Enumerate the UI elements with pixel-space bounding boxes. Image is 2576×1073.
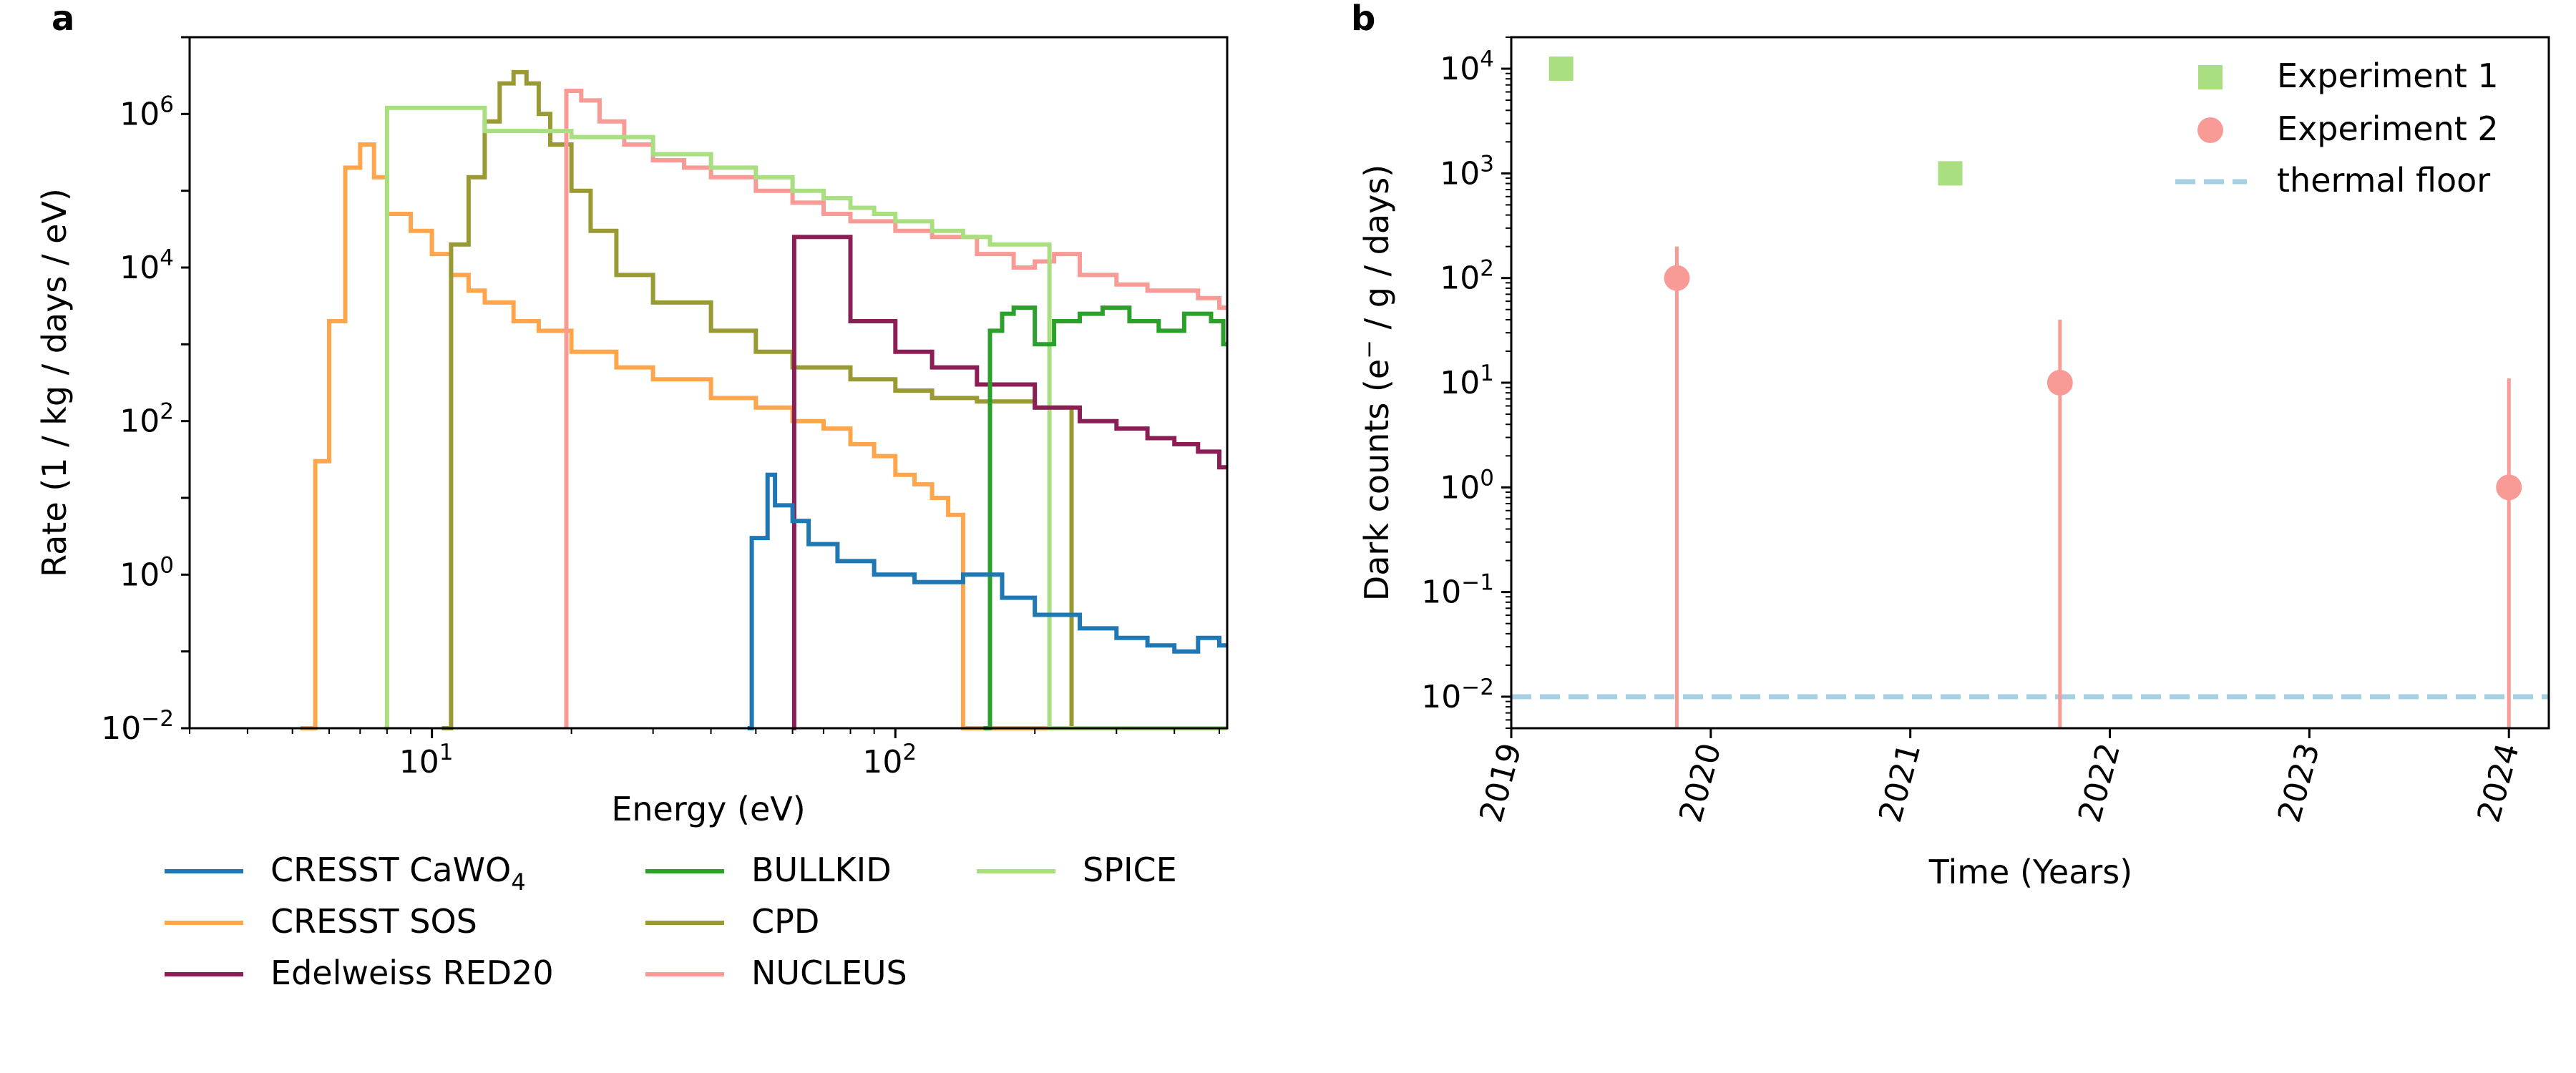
y-tick-label-exp: 4 — [1480, 46, 1494, 72]
panel-b-axis-ticks: 2019 2020 2021 2022 2023 202410−210−110010110… — [1421, 36, 2527, 826]
y-tick-label: 106 — [119, 92, 174, 132]
series-line-cresst-cawo4 — [747, 472, 1227, 730]
legend-label-main: Edelweiss RED20 — [270, 954, 554, 992]
x-tick-label: 2019 — [1473, 740, 1528, 826]
panel-a-plot-frame — [188, 36, 1229, 730]
y-tick-label: 102 — [1440, 256, 1494, 297]
experiment-2-marker — [2496, 474, 2522, 501]
panel-a-x-axis-label: Energy (eV) — [611, 790, 805, 828]
y-tick-label: 10−1 — [1421, 570, 1494, 611]
x-tick-label: 2021 — [1872, 740, 1928, 826]
y-tick-label-exp: −2 — [1461, 675, 1494, 700]
series-line-cresst-sos — [300, 142, 1227, 730]
x-tick-label-exp: 1 — [439, 740, 454, 765]
x-tick-label: 101 — [399, 740, 454, 780]
x-tick-label: 2023 — [2271, 740, 2327, 826]
panel-b-letter: b — [1351, 0, 1375, 39]
y-tick-label-exp: 0 — [1480, 465, 1494, 491]
experiment-1-marker — [1938, 161, 1963, 186]
y-tick-label: 100 — [119, 552, 174, 593]
legend-label-cresst-sos: CRESST SOS — [270, 902, 477, 941]
y-tick-label-exp: −2 — [141, 706, 174, 732]
y-tick-label-base: 10 — [1440, 469, 1480, 506]
legend-label-cresst-cawo4: CRESST CaWO4 — [270, 851, 526, 896]
legend-label-sub: 4 — [511, 868, 525, 896]
y-tick-label-exp: −1 — [1461, 570, 1494, 596]
y-tick-label: 10−2 — [1421, 675, 1494, 715]
series-line-cpd — [441, 69, 1227, 730]
y-label-sup: − — [1355, 340, 1382, 359]
panel-b-legend: Experiment 1 Experiment 2 thermal floor — [2175, 57, 2499, 200]
experiment-1-marker — [1548, 57, 1574, 82]
x-tick-label: 2024 — [2471, 740, 2527, 826]
x-tick-label-base: 10 — [862, 744, 902, 780]
y-tick-label: 100 — [1440, 465, 1494, 506]
y-tick-label-exp: 4 — [160, 245, 174, 271]
legend-label-main: BULLKID — [751, 851, 892, 889]
y-tick-label-exp: 0 — [160, 552, 174, 578]
legend-label-main: CRESST SOS — [270, 902, 477, 941]
legend-label-spice: SPICE — [1083, 851, 1177, 889]
legend-label-nucleus: NUCLEUS — [751, 954, 907, 992]
y-tick-label: 101 — [1440, 361, 1494, 401]
legend-swatch-experiment-1 — [2198, 65, 2223, 89]
panel-b-x-axis-label: Time (Years) — [1928, 853, 2132, 891]
panel-a-y-axis-label: Rate (1 / kg / days / eV) — [35, 188, 74, 577]
y-tick-label-base: 10 — [1440, 365, 1480, 401]
legend-label-main: CRESST CaWO — [270, 851, 511, 889]
y-tick-label-base: 10 — [101, 710, 141, 747]
y-tick-label-base: 10 — [119, 96, 160, 132]
y-tick-label-base: 10 — [1421, 679, 1461, 715]
y-tick-label-base: 10 — [119, 250, 160, 286]
y-tick-label-base: 10 — [1440, 51, 1480, 87]
series-lines — [300, 69, 1227, 730]
y-tick-label-exp: 2 — [160, 399, 174, 425]
x-tick-label-exp: 2 — [902, 740, 917, 765]
series-line-spice — [384, 105, 1227, 730]
legend-label-main: CPD — [751, 902, 819, 941]
legend-label-thermal-floor: thermal floor — [2277, 161, 2490, 200]
y-tick-label: 104 — [119, 245, 174, 286]
x-tick-label: 2022 — [2072, 740, 2127, 826]
experiment-markers — [1511, 57, 2549, 728]
y-tick-label: 10−2 — [101, 706, 174, 747]
series-line-bullkid — [983, 305, 1227, 730]
y-tick-label: 104 — [1440, 46, 1494, 87]
y-tick-label-exp: 6 — [160, 92, 174, 117]
y-tick-label-base: 10 — [1421, 574, 1461, 611]
panel-a-legend: CRESST CaWO4 CRESST SOS Edelweiss RED20 BUL… — [165, 851, 1177, 992]
y-tick-label: 102 — [119, 399, 174, 440]
legend-label-main: SPICE — [1083, 851, 1177, 889]
legend-label-experiment-1: Experiment 1 — [2277, 57, 2499, 95]
legend-label-edelweiss-red20: Edelweiss RED20 — [270, 954, 554, 992]
y-tick-label-base: 10 — [1440, 155, 1480, 192]
series-line-nucleus — [564, 89, 1227, 728]
y-tick-label-exp: 1 — [1480, 361, 1494, 386]
series-line-edelweiss-red20 — [791, 235, 1227, 730]
legend-label-main: NUCLEUS — [751, 954, 907, 992]
experiment-2-marker — [1664, 265, 1690, 291]
y-label-main: Dark counts (e — [1357, 359, 1396, 601]
y-tick-label-base: 10 — [1440, 260, 1480, 297]
x-tick-label: 102 — [862, 740, 917, 780]
y-tick-label-base: 10 — [119, 403, 160, 440]
x-tick-label-base: 10 — [399, 744, 439, 780]
legend-swatch-experiment-2 — [2197, 117, 2223, 143]
y-tick-label: 103 — [1440, 151, 1494, 192]
legend-label-cpd: CPD — [751, 902, 819, 941]
y-tick-label-base: 10 — [119, 557, 160, 593]
panel-b-dark-counts: 2019 2020 2021 2022 2023 202410−210−110010110… — [1355, 36, 2550, 891]
legend-label-experiment-2: Experiment 2 — [2277, 109, 2499, 148]
y-tick-label-exp: 2 — [1480, 256, 1494, 282]
legend-label-bullkid: BULLKID — [751, 851, 892, 889]
experiment-2-marker — [2046, 370, 2073, 396]
y-label-tail: / g / days) — [1357, 165, 1396, 340]
panel-b-y-axis-label: Dark counts (e− / g / days) — [1355, 165, 1396, 601]
panel-a-letter: a — [52, 0, 74, 39]
x-tick-label: 2020 — [1672, 740, 1728, 826]
y-tick-label-exp: 3 — [1480, 151, 1494, 177]
